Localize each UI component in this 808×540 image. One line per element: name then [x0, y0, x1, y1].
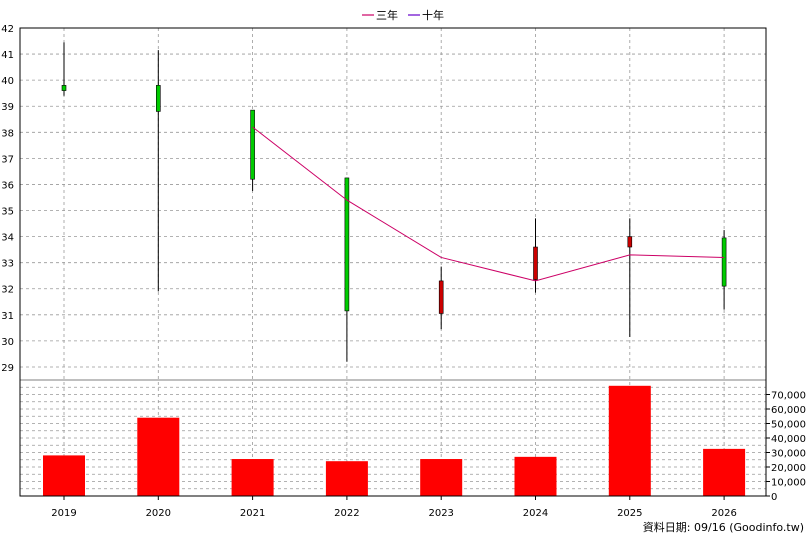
volume-bar [703, 448, 746, 496]
price-tick-label: 32 [1, 285, 14, 296]
x-tick-label: 2024 [523, 508, 548, 519]
volume-gridlines [20, 386, 766, 490]
price-tick-label: 36 [1, 180, 14, 191]
volume-tick-label: 70,000 [771, 391, 806, 402]
source-note: 資料日期: 09/16 (Goodinfo.tw) [643, 520, 804, 534]
price-tick-label: 38 [1, 128, 14, 139]
candle-body [61, 85, 67, 91]
price-tick-label: 29 [1, 363, 14, 374]
volume-bar [325, 461, 368, 496]
x-axis: 2019 2020 2021 2022 2023 2024 2025 2026 [51, 496, 737, 519]
volume-bars [43, 385, 746, 496]
x-tick-label: 2026 [711, 508, 736, 519]
volume-bar [514, 456, 557, 496]
candle-body [627, 236, 633, 248]
plot-frames [19, 27, 767, 497]
volume-bar [137, 417, 180, 496]
price-tick-label: 31 [1, 311, 14, 322]
price-tick-label: 37 [1, 154, 14, 165]
volume-tick-label: 10,000 [771, 478, 806, 489]
price-gridlines [20, 27, 766, 496]
x-tick-label: 2022 [334, 508, 359, 519]
candle-body [533, 246, 538, 280]
price-tick-label: 30 [1, 337, 14, 348]
volume-axis: 0 10,000 20,000 30,000 40,000 50,000 60,000 70,… [766, 391, 806, 503]
candle-body [250, 109, 255, 180]
candle-body [438, 280, 444, 314]
candle-body [156, 85, 161, 112]
volume-tick-label: 40,000 [771, 434, 806, 445]
price-tick-label: 33 [1, 259, 14, 270]
price-axis: 29 30 31 32 33 34 35 36 37 38 39 40 41 42 [1, 24, 14, 374]
price-tick-label: 35 [1, 207, 14, 218]
x-tick-label: 2021 [240, 508, 265, 519]
volume-tick-label: 60,000 [771, 405, 806, 416]
three-year-line [252, 126, 725, 282]
price-tick-label: 41 [1, 50, 14, 61]
x-tick-label: 2023 [428, 508, 453, 519]
volume-tick-label: 0 [771, 492, 777, 503]
price-tick-label: 40 [1, 76, 14, 87]
legend-label-three-year: 三年 [376, 8, 398, 22]
x-tick-label: 2025 [617, 508, 642, 519]
volume-tick-label: 50,000 [771, 420, 806, 431]
volume-bar [231, 459, 274, 496]
volume-bar [420, 459, 463, 496]
price-tick-label: 34 [1, 233, 14, 244]
candle-body [344, 177, 350, 312]
legend-label-ten-year: 十年 [422, 8, 444, 22]
three-year-series-line [252, 126, 725, 282]
volume-bar [43, 455, 85, 496]
x-tick-label: 2019 [51, 508, 76, 519]
volume-tick-label: 30,000 [771, 449, 806, 460]
candle-body [721, 237, 727, 287]
price-tick-label: 42 [1, 24, 14, 35]
chart-legend: 三年 十年 [362, 8, 444, 22]
plot-frame [19, 27, 767, 497]
x-tick-label: 2020 [146, 508, 171, 519]
price-tick-label: 39 [1, 102, 14, 113]
volume-tick-label: 20,000 [771, 463, 806, 474]
volume-bar [608, 385, 651, 496]
candlesticks [61, 42, 727, 362]
